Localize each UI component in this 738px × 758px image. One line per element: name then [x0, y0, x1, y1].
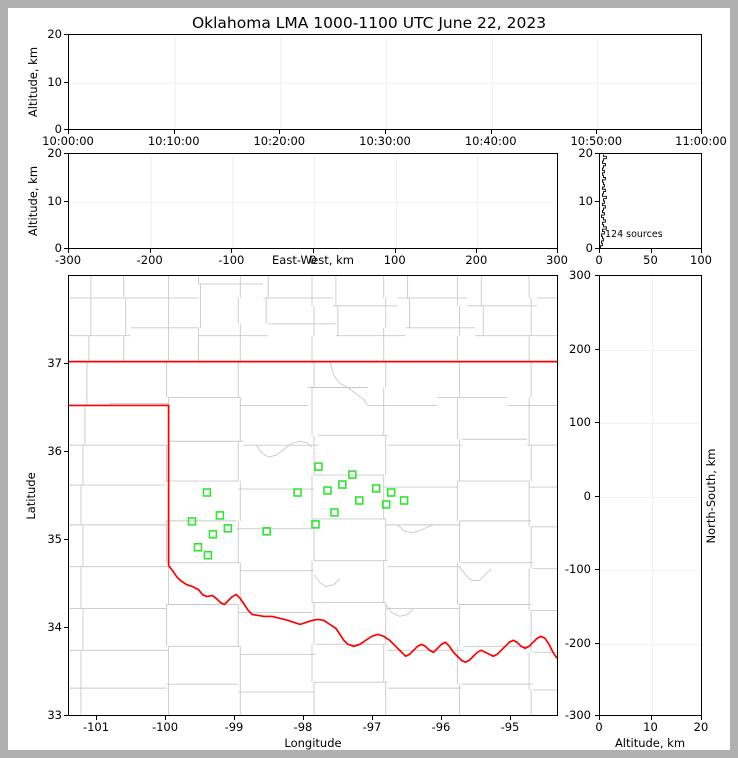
tick-label: 20: [693, 720, 709, 734]
north-south-height-panel[interactable]: [599, 275, 702, 716]
axis-title-altitude-bottom: Altitude, km: [614, 736, 686, 750]
tick-label: 20: [47, 146, 62, 160]
tick-label: 11:00:00: [675, 134, 727, 148]
tick-label: 10:50:00: [570, 134, 623, 148]
axis-title-altitude: Altitude, km: [26, 46, 40, 118]
county-boundaries: [69, 276, 557, 715]
tick-label: 36: [47, 444, 62, 458]
source-marker: [399, 496, 409, 505]
histogram-svg: [600, 154, 607, 248]
tick-label: 200: [569, 341, 591, 356]
tick-label: -300: [54, 253, 82, 267]
source-marker: [293, 488, 302, 497]
source-marker: [187, 517, 197, 526]
tick-label: -200: [136, 253, 163, 267]
east-west-height-panel[interactable]: [68, 153, 558, 249]
tick-label: 10: [578, 194, 593, 208]
tick-label: -300: [564, 708, 591, 722]
time-height-panel[interactable]: [68, 34, 702, 130]
tick-label: -96: [431, 720, 451, 734]
source-marker: [262, 527, 271, 536]
tick-label: 0: [595, 720, 603, 734]
source-marker: [323, 486, 332, 495]
lma-source-markers: [187, 462, 409, 560]
tick-label: 100: [569, 415, 591, 429]
tick-label: 10:20:00: [253, 134, 306, 148]
tick-label: -95: [500, 720, 520, 734]
source-marker: [215, 511, 225, 520]
tick-label: -97: [362, 720, 382, 734]
tick-label: 20: [578, 146, 593, 160]
source-marker: [311, 520, 320, 529]
source-marker: [314, 462, 323, 471]
tick-label: -100: [564, 562, 591, 576]
axis-title-north-south: North-South, km: [704, 448, 718, 544]
tick-label: 0: [585, 241, 593, 255]
tick-label: 0: [595, 253, 603, 267]
source-marker: [203, 550, 213, 560]
axis-title-east-west: East-West, km: [272, 253, 354, 267]
tick-label: 0: [54, 241, 62, 255]
plan-view-map-panel[interactable]: [68, 275, 558, 716]
axis-title-latitude: Latitude: [24, 472, 38, 520]
page-title: Oklahoma LMA 1000-1100 UTC June 22, 2023: [191, 14, 547, 32]
tick-label: -200: [564, 635, 591, 650]
tick-label: -100: [151, 720, 179, 734]
tick-label: -99: [224, 720, 244, 734]
axis-title-altitude: Altitude, km: [26, 165, 40, 237]
tick-label: 0: [54, 122, 62, 136]
tick-label: 100: [383, 253, 406, 267]
source-marker: [193, 542, 203, 552]
tick-label: 10:40:00: [464, 134, 517, 148]
tick-label: 100: [690, 253, 712, 267]
source-marker: [348, 470, 357, 479]
source-marker: [371, 484, 381, 493]
tick-label: 35: [47, 532, 62, 546]
histogram-trace: [600, 154, 607, 248]
axis-title-longitude: Longitude: [284, 736, 342, 750]
tick-label: 10:00:00: [42, 134, 94, 148]
source-marker: [338, 480, 347, 489]
tick-label: -98: [293, 720, 313, 734]
tick-label: 34: [47, 620, 62, 634]
source-marker: [208, 530, 218, 539]
tick-label: -101: [82, 720, 110, 734]
oklahoma-state-border: [69, 360, 557, 664]
source-count-label: 124 sources: [605, 229, 663, 240]
tick-label: 10:30:00: [359, 134, 411, 148]
tick-label: 10:10:00: [147, 134, 200, 148]
tick-label: 33: [47, 708, 62, 722]
tick-label: 0: [583, 488, 591, 503]
figure-canvas: Oklahoma LMA 1000-1100 UTC June 22, 2023…: [8, 8, 730, 750]
source-marker: [355, 496, 364, 505]
tick-label: 10: [47, 194, 62, 208]
tick-label: 37: [47, 356, 62, 370]
source-marker: [223, 524, 233, 533]
tick-label: 10: [643, 720, 658, 734]
tick-label: 0: [309, 253, 317, 267]
source-marker: [202, 488, 212, 497]
tick-label: 20: [47, 27, 62, 41]
source-marker: [381, 500, 391, 509]
source-marker: [386, 488, 396, 497]
tick-label: 300: [546, 253, 568, 267]
altitude-histogram-panel[interactable]: [599, 153, 702, 249]
map-svg: [69, 276, 557, 715]
tick-label: 50: [643, 253, 658, 267]
tick-label: 200: [465, 253, 488, 267]
tick-label: 10: [47, 75, 62, 89]
tick-label: -100: [218, 253, 245, 267]
source-marker: [330, 508, 339, 517]
tick-label: 300: [569, 268, 591, 282]
